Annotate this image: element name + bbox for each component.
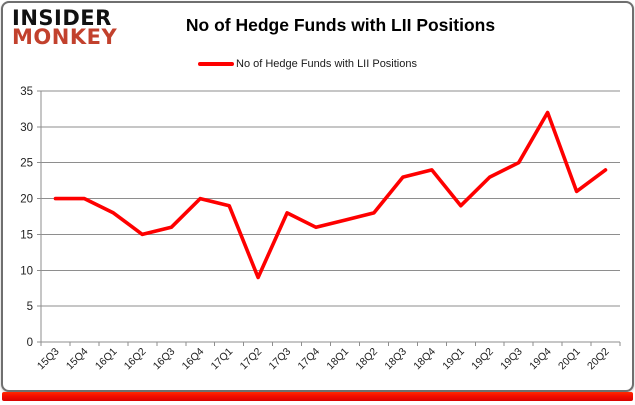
x-axis-label: 20Q2 (585, 346, 612, 373)
x-axis-label: 17Q4 (295, 346, 322, 373)
chart-card (1, 1, 634, 392)
x-axis-label: 18Q2 (353, 346, 380, 373)
x-axis-label: 16Q1 (93, 346, 120, 373)
x-axis-label: 20Q1 (556, 346, 583, 373)
logo-text-monkey: MONKEY (12, 25, 118, 50)
chart-title: No of Hedge Funds with LII Positions (185, 15, 496, 35)
x-axis-label: 15Q4 (64, 346, 91, 373)
x-axis-label: 15Q3 (35, 346, 62, 373)
x-axis-label: 19Q1 (440, 346, 467, 373)
logo-text-insider: INSIDER (12, 6, 112, 30)
y-axis-label: 25 (20, 158, 33, 170)
legend-line-swatch (198, 62, 234, 66)
x-axis-label: 18Q3 (382, 346, 409, 373)
x-axis-label: 19Q4 (527, 346, 554, 373)
x-axis-label: 16Q2 (122, 346, 149, 373)
brand-bar (2, 392, 633, 401)
x-axis-label: 18Q1 (324, 346, 351, 373)
x-axis-label: 18Q4 (411, 346, 438, 373)
y-axis-label: 35 (20, 86, 33, 98)
x-axis-label: 16Q4 (180, 346, 207, 373)
y-axis-label: 5 (27, 301, 33, 313)
y-axis-label: 15 (20, 229, 33, 241)
legend: No of Hedge Funds with LII Positions (105, 57, 510, 71)
y-axis-label: 0 (27, 337, 33, 349)
x-axis-label: 17Q2 (238, 346, 265, 373)
insider-monkey-logo: INSIDER MONKEY (12, 6, 118, 50)
x-axis-label: 17Q1 (209, 346, 236, 373)
y-axis-label: 20 (20, 194, 33, 206)
series-line-hedge-funds (53, 110, 608, 280)
x-axis-label: 19Q3 (498, 346, 525, 373)
x-axis-label: 19Q2 (469, 346, 496, 373)
x-axis-label: 16Q3 (151, 346, 178, 373)
x-axis-label: 17Q3 (267, 346, 294, 373)
y-axis-label: 10 (20, 265, 33, 277)
y-axis-label: 30 (20, 122, 33, 134)
legend-label: No of Hedge Funds with LII Positions (236, 58, 417, 70)
